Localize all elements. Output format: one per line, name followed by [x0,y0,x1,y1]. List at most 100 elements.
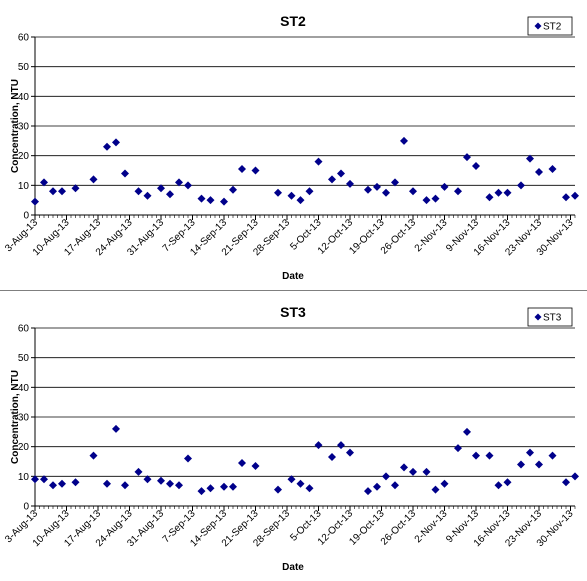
data-point-st3-0 [31,475,39,484]
data-point-st3-37 [440,479,449,488]
data-point-st3-30 [373,482,381,491]
data-point-st2-25 [314,157,323,166]
y-tick-label: 40 [18,92,30,103]
data-point-st3-28 [346,448,354,457]
data-point-st3-11 [157,476,165,485]
y-axis-title: Concentration, NTU [10,370,21,464]
data-point-st2-45 [526,154,534,163]
data-point-st2-36 [431,194,440,203]
data-point-st2-9 [134,187,143,196]
data-point-st2-5 [89,175,98,184]
data-point-st3-12 [166,479,174,488]
y-tick-label: 50 [18,353,30,364]
x-tick-label: 2-Nov-13 [413,508,450,545]
data-point-st3-13 [175,481,183,490]
data-point-st2-41 [485,193,494,202]
data-point-st2-4 [71,184,80,193]
data-point-st2-16 [206,196,215,205]
data-point-st3-47 [548,451,557,460]
data-point-st2-6 [103,142,111,151]
data-point-st3-35 [422,467,431,476]
data-point-st3-8 [121,481,129,490]
data-point-st2-14 [184,181,192,190]
data-point-st3-18 [229,482,237,491]
data-point-st2-3 [58,187,66,196]
data-point-st2-28 [346,179,354,188]
data-point-st3-19 [238,458,246,467]
legend-label: ST2 [543,22,562,33]
data-point-st2-29 [364,185,372,194]
data-point-st2-20 [251,166,260,175]
data-point-st2-48 [562,193,570,202]
legend-box [527,307,573,327]
data-point-st2-17 [220,197,228,206]
x-tick-label: 26-Oct-13 [379,508,419,548]
x-tick-label: 26-Oct-13 [379,217,419,257]
data-point-st2-39 [463,153,471,162]
y-tick-label: 0 [23,502,29,513]
data-point-st3-29 [364,487,372,496]
y-tick-label: 50 [18,62,30,73]
y-tick-label: 40 [18,383,30,394]
data-point-st3-2 [49,481,57,490]
data-point-st2-33 [400,136,408,145]
y-tick-label: 0 [23,211,29,222]
data-point-st3-45 [526,448,534,457]
data-point-st3-34 [409,467,417,476]
data-point-st3-17 [220,482,228,491]
data-point-st3-5 [89,451,98,460]
data-point-st2-22 [287,191,296,200]
data-point-st2-12 [166,190,174,199]
data-point-st3-24 [305,484,314,493]
data-point-st3-4 [71,478,80,487]
y-axis-title: Concentration, NTU [10,79,21,173]
chart-svg-st2: ST201020304050603-Aug-1310-Aug-1317-Aug-… [3,13,579,282]
data-point-st3-15 [197,487,206,496]
data-point-st2-47 [548,165,557,174]
data-point-st2-27 [337,169,345,178]
data-point-st2-37 [440,182,449,191]
data-point-st2-10 [143,191,152,200]
data-point-st2-11 [157,184,165,193]
x-axis-title: Date [282,271,304,282]
data-point-st2-19 [238,165,246,174]
y-tick-label: 10 [18,472,30,483]
data-point-st2-40 [472,162,480,171]
data-point-st2-24 [305,187,314,196]
y-tick-label: 20 [18,442,30,453]
chart-title-st3: ST3 [280,304,306,320]
data-point-st2-18 [229,185,237,194]
data-point-st3-27 [337,441,345,450]
data-point-st3-10 [143,475,152,484]
data-point-st3-49 [571,472,579,481]
data-point-st3-6 [103,479,111,488]
data-point-st3-48 [562,478,570,487]
legend-st2: ST2 [527,16,573,36]
data-point-st3-39 [463,427,471,436]
data-point-st2-46 [535,167,543,176]
data-point-st2-13 [175,178,183,187]
y-tick-label: 60 [18,33,30,44]
data-point-st2-15 [197,194,206,203]
x-tick-label: 2-Nov-13 [413,217,450,254]
data-point-st2-7 [112,138,120,147]
data-point-st3-9 [134,467,143,476]
data-point-st2-35 [422,196,431,205]
data-point-st2-32 [391,178,399,187]
chart-svg-st3: ST301020304050603-Aug-1310-Aug-1317-Aug-… [3,304,579,573]
legend-marker-icon [534,313,542,321]
data-point-st3-31 [382,472,390,481]
data-point-st3-38 [454,444,462,453]
y-tick-label: 30 [18,122,30,133]
data-point-st3-41 [485,451,494,460]
data-point-st2-23 [296,196,305,205]
data-point-st2-49 [571,191,579,200]
data-point-st3-43 [503,478,512,487]
data-point-st3-21 [274,485,282,494]
data-point-st2-42 [494,188,503,197]
x-axis-title: Date [282,562,304,573]
chart-panel-st3: ST3 0 10 20 30 40 50 60 3-Aug-13 10-Aug-13 17-Aug-… [0,291,587,581]
chart-panel-st2: ST2 0 10 20 30 40 50 60 3-Aug-13 10-Aug-13 17-Aug-… [0,13,587,291]
y-tick-label: 20 [18,151,30,162]
data-point-st3-44 [517,460,525,469]
